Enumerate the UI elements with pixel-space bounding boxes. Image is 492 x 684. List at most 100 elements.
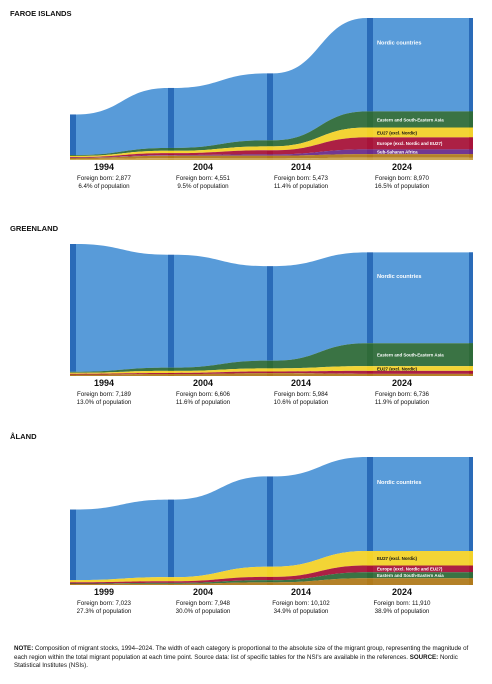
- end-node-europe: [469, 137, 473, 150]
- note-label: NOTE:: [14, 645, 34, 652]
- node-other1-2: [267, 373, 273, 376]
- node-nordic-0: [70, 114, 76, 155]
- flow-asia-3: [373, 343, 473, 367]
- flow-other1-1: [174, 373, 267, 376]
- node-other1-3: [367, 578, 373, 585]
- note-text: Composition of migrant stocks, 1994–2024…: [14, 645, 469, 661]
- flow-nordic-3: [373, 252, 473, 344]
- flow-nordic-1: [174, 254, 267, 368]
- series-nordic: [70, 18, 473, 155]
- population-share-label: 16.5% of population: [375, 183, 430, 190]
- node-asia-0: [70, 371, 76, 373]
- node-eu27-3: [367, 551, 373, 566]
- label-africa: Sub-Saharan Africa: [377, 150, 418, 155]
- label-nordic: Nordic countries: [377, 41, 421, 47]
- node-europe-0: [70, 373, 76, 375]
- node-asia-0: [70, 583, 76, 585]
- flow-other2-0: [76, 158, 168, 160]
- node-asia-1: [168, 582, 174, 584]
- end-node-nordic: [469, 457, 473, 552]
- end-node-africa: [469, 149, 473, 155]
- node-other1-1: [168, 155, 174, 159]
- end-node-other2: [469, 157, 473, 160]
- flow-eu27-1: [174, 566, 267, 582]
- flow-asia-1: [174, 580, 267, 584]
- node-europe-1: [168, 372, 174, 375]
- source-label: SOURCE:: [409, 653, 439, 661]
- flow-europe-2: [273, 370, 367, 374]
- label-eu27: EU27 (excl. Nordic): [377, 366, 418, 371]
- node-europe-0: [70, 582, 76, 584]
- series-europe: [70, 137, 473, 158]
- year-label: 2004: [193, 587, 213, 597]
- year-label: 1994: [94, 378, 114, 388]
- node-eu27-3: [367, 127, 373, 138]
- flow-asia-0: [76, 147, 168, 156]
- year-label: 2014: [291, 587, 311, 597]
- foreign-born-label: Foreign born: 7,189: [77, 391, 132, 398]
- foreign-born-label: Foreign born: 6,736: [375, 391, 430, 398]
- flow-africa-2: [273, 149, 367, 156]
- flow-asia-0: [76, 582, 168, 585]
- panel-title: ÅLAND: [10, 432, 37, 441]
- end-node-eu27: [469, 551, 473, 566]
- foreign-born-label: Foreign born: 8,970: [375, 175, 430, 182]
- series-eu27: [70, 551, 473, 583]
- node-other1-2: [267, 155, 273, 159]
- year-label: 1994: [94, 162, 114, 172]
- node-eu27-0: [70, 155, 76, 158]
- flow-eu27-2: [273, 551, 367, 577]
- series-other2: [70, 157, 473, 160]
- flow-nordic-2: [273, 252, 367, 361]
- series-asia: [70, 572, 473, 585]
- series-asia: [70, 343, 473, 373]
- year-label: 2014: [291, 162, 311, 172]
- flow-other1-1: [174, 582, 267, 585]
- node-other1-2: [267, 582, 273, 585]
- node-eu27-2: [267, 368, 273, 372]
- population-share-label: 11.9% of population: [375, 399, 430, 406]
- flow-asia-0: [76, 367, 168, 373]
- population-share-label: 27.3% of population: [77, 608, 132, 615]
- node-africa-0: [70, 157, 76, 159]
- end-node-nordic: [469, 18, 473, 112]
- source-text: Nordic Statistical Institutes (NSIs).: [14, 653, 458, 670]
- node-asia-2: [267, 580, 273, 583]
- node-nordic-0: [70, 509, 76, 581]
- foreign-born-label: Foreign born: 7,023: [77, 600, 132, 607]
- flow-europe-3: [373, 370, 473, 374]
- series-africa: [70, 149, 473, 159]
- flow-europe-3: [373, 565, 473, 573]
- node-africa-1: [168, 155, 174, 156]
- series-nordic: [70, 457, 473, 581]
- node-asia-0: [70, 154, 76, 156]
- node-europe-2: [267, 150, 273, 155]
- flow-nordic-3: [373, 18, 473, 112]
- flow-eu27-0: [76, 370, 168, 374]
- end-node-nordic: [469, 252, 473, 344]
- population-share-label: 38.9% of population: [375, 608, 430, 615]
- flow-europe-0: [76, 153, 168, 158]
- node-europe-0: [70, 157, 76, 158]
- node-other1-3: [367, 154, 373, 158]
- series-eu27: [70, 127, 473, 158]
- label-asia: Eastern and South-Eastern Asia: [377, 117, 444, 122]
- node-other2-2: [267, 158, 273, 160]
- node-eu27-0: [70, 580, 76, 583]
- panel-land: ÅLAND Nordic countries EU27 (excl. Nordic)…: [10, 432, 473, 615]
- node-europe-3: [367, 565, 373, 573]
- node-eu27-1: [168, 370, 174, 373]
- node-nordic-3: [367, 457, 373, 552]
- year-label: 2024: [392, 162, 412, 172]
- node-nordic-1: [168, 499, 174, 578]
- flow-other1-1: [174, 155, 267, 159]
- flow-asia-1: [174, 140, 267, 151]
- foreign-born-label: Foreign born: 5,473: [274, 175, 329, 182]
- node-asia-1: [168, 367, 174, 371]
- flow-europe-0: [76, 581, 168, 584]
- node-other2-1: [168, 158, 174, 160]
- population-share-label: 11.6% of population: [176, 399, 231, 406]
- label-eu27: EU27 (excl. Nordic): [377, 556, 418, 561]
- flow-other2-1: [174, 158, 267, 160]
